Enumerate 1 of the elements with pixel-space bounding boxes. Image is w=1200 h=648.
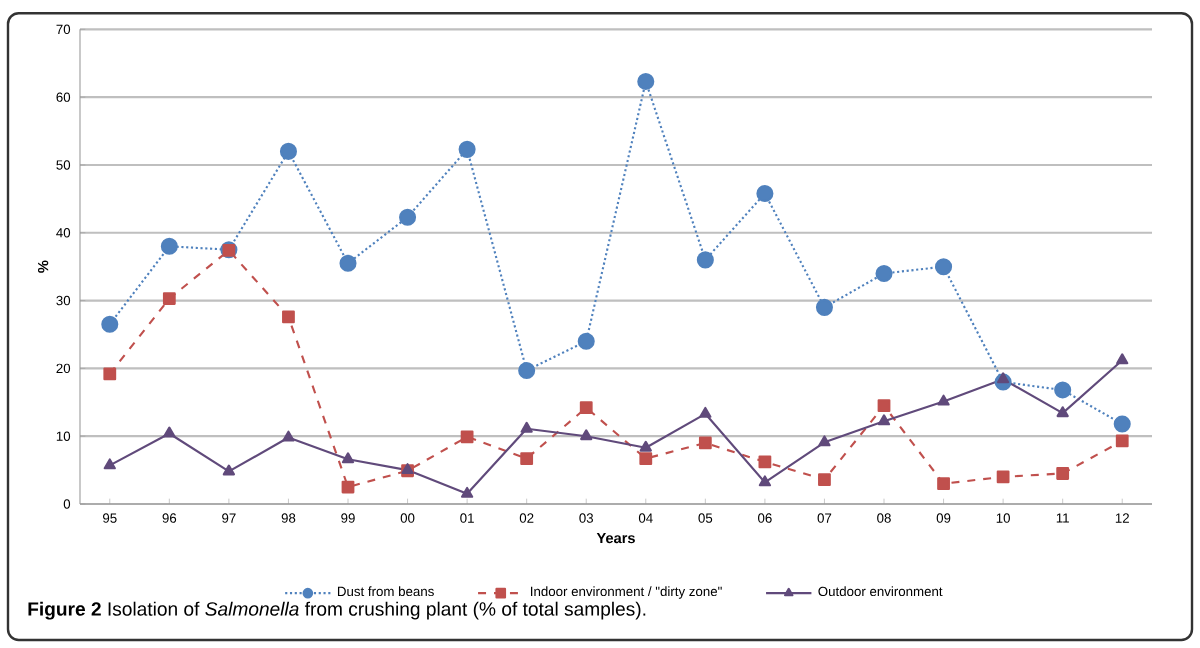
- text: Figure 2 Isolation of Salmonella from crushing plant (% of total samples).: [28, 601, 646, 620]
